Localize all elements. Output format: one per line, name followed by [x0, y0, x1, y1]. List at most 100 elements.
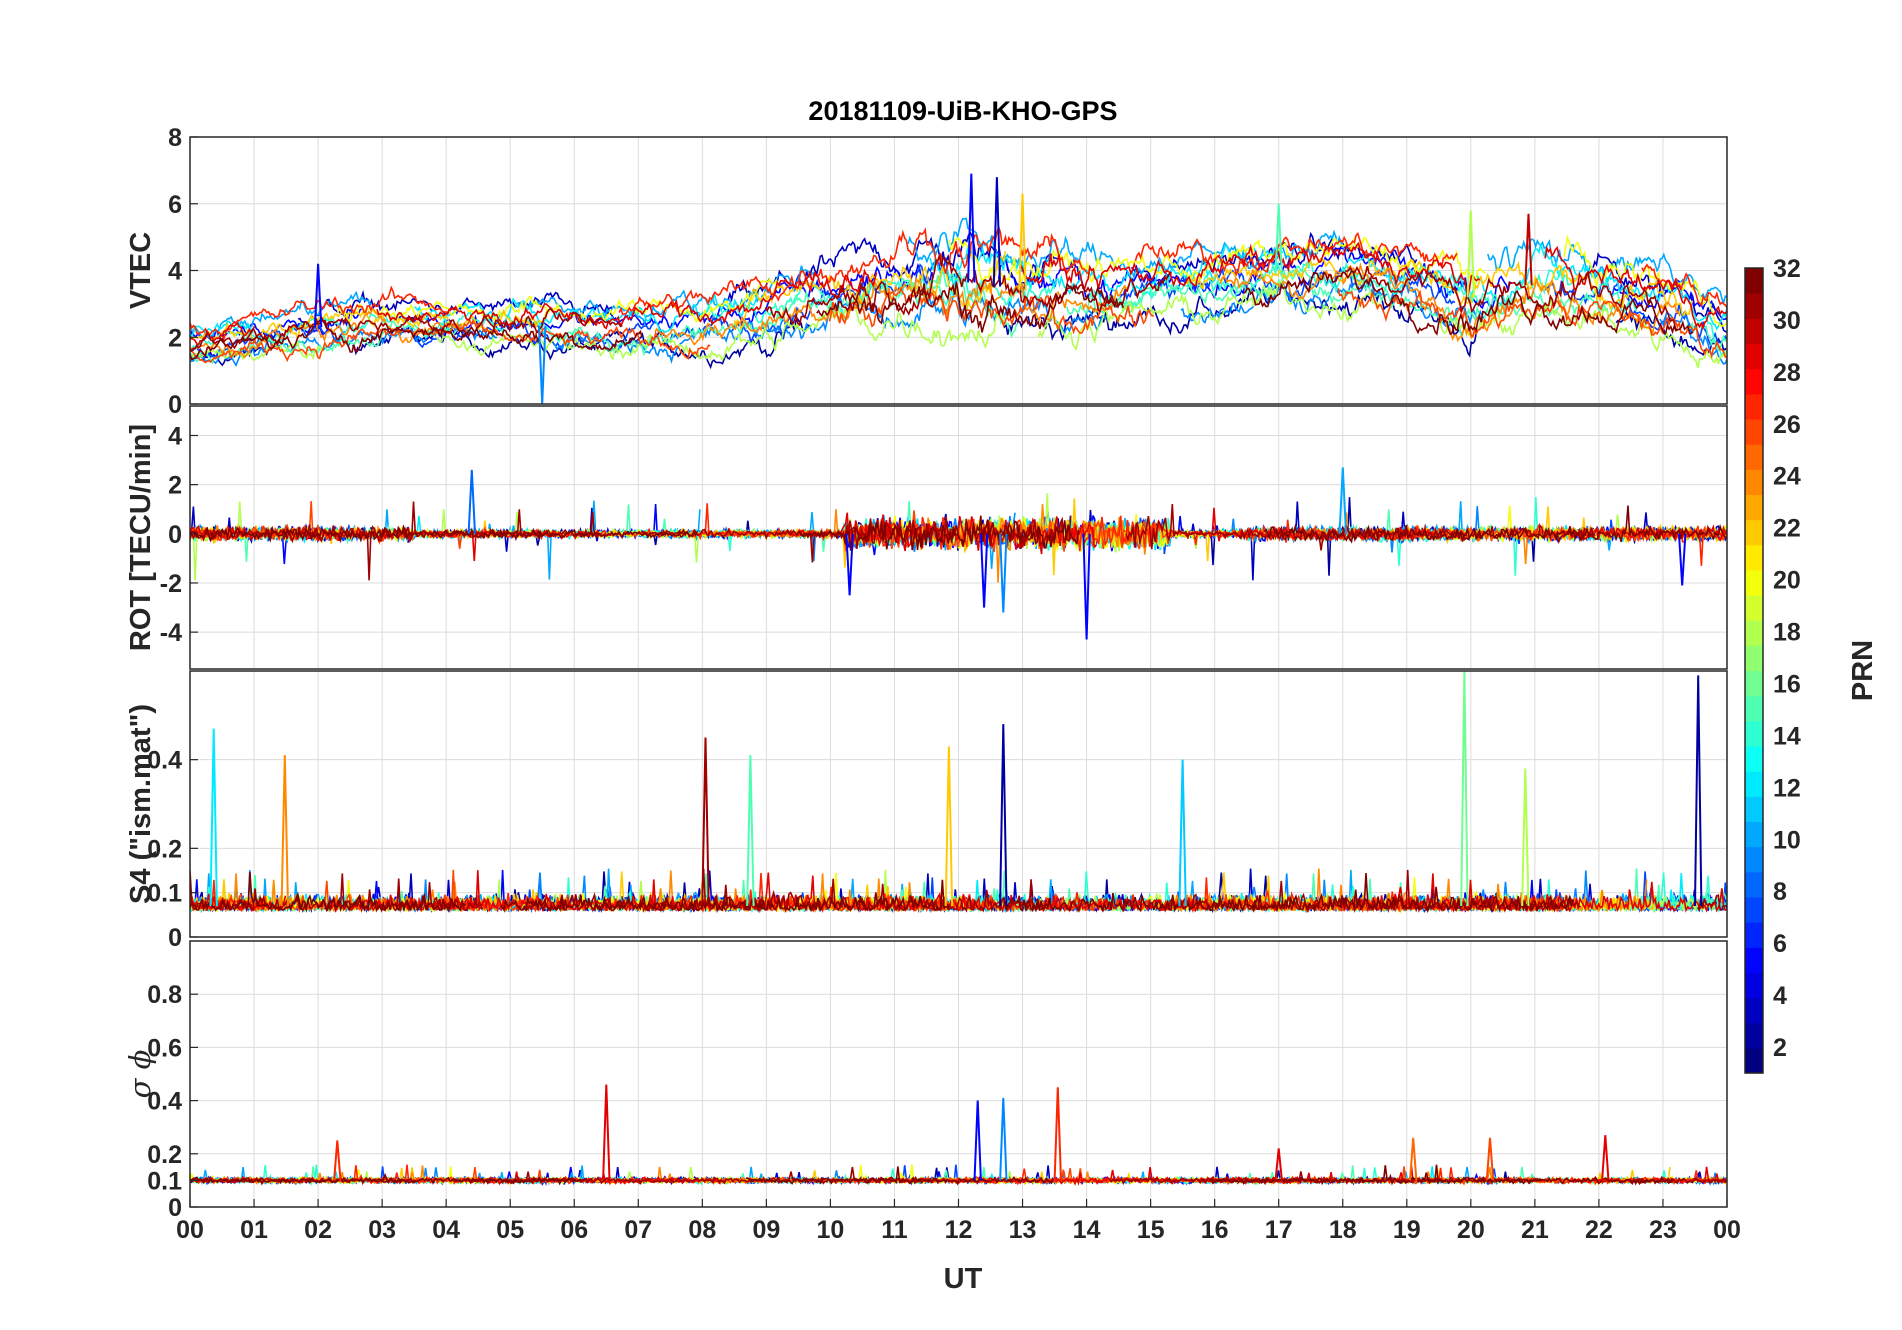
x-tick-label: 13: [1009, 1216, 1037, 1244]
spike-mark: [280, 755, 289, 907]
colorbar-tick-label: 18: [1773, 619, 1801, 647]
y-axis-label-s4: S4 ("ism.mat"): [125, 704, 157, 904]
x-tick-label: 03: [368, 1216, 396, 1244]
x-tick-label: 01: [240, 1216, 268, 1244]
y-tick-label: 4: [168, 422, 182, 450]
colorbar-swatch: [1745, 821, 1763, 848]
y-tick-label: 0.4: [147, 747, 182, 775]
colorbar-swatch: [1745, 418, 1763, 445]
series-line: [500, 879, 950, 914]
spike-mark: [1601, 1135, 1610, 1181]
spike-mark: [602, 1084, 611, 1181]
series-line: [1037, 280, 1381, 352]
series-line: [190, 290, 373, 340]
colorbar-tick-label: 30: [1773, 307, 1801, 335]
series-line: [413, 290, 760, 334]
x-tick-label: 19: [1393, 1216, 1421, 1244]
series-line: [351, 317, 812, 370]
y-tick-label: 0.6: [147, 1034, 182, 1062]
x-tick-label: 02: [304, 1216, 332, 1244]
spike-mark: [992, 177, 1002, 287]
colorbar-swatch: [1745, 444, 1763, 470]
x-axis: 00 01 02 03 04 05 06 07 08 09 10 11 12 13 14 15 16 17 18 19…: [176, 1199, 1741, 1244]
panel-vtec: 0 2 4 6 8 VTEC: [125, 124, 1728, 419]
x-tick-label: 12: [945, 1216, 973, 1244]
spike-mark: [1178, 759, 1187, 907]
series-line: [1563, 234, 1727, 327]
spike-mark: [1274, 203, 1283, 274]
colorbar-tick-label: 10: [1773, 826, 1801, 854]
spike-mark: [701, 737, 710, 907]
colorbar-tick-label: 6: [1773, 930, 1787, 958]
y-tick-label: 0.2: [147, 1141, 182, 1169]
x-tick-label: 23: [1649, 1216, 1677, 1244]
panel-sigma_phi: 00.10.2 0.4 0.6 0.8 σ ϕ: [123, 940, 1728, 1222]
y-tick-label: 0.1: [147, 880, 182, 908]
colorbar-swatch: [1745, 846, 1763, 873]
y-tick-label: 0.1: [147, 1167, 182, 1195]
series-line: [190, 307, 623, 353]
series-vtec: [190, 173, 1727, 404]
y-tick-label: 0: [168, 521, 182, 549]
series-line: [778, 512, 1097, 555]
chart-title: 20181109-UiB-KHO-GPS: [808, 96, 1117, 126]
panel-rot: -4 -2 0 2 4 ROT [TECU/min]: [125, 405, 1728, 670]
spike-mark: [467, 469, 476, 534]
colorbar-swatch: [1745, 318, 1763, 345]
colorbar-swatch: [1745, 569, 1763, 596]
spike-mark: [1466, 210, 1475, 298]
colorbar-tick-label: 14: [1773, 722, 1801, 750]
y-axis-label-sigma_phi: σ ϕ: [123, 1049, 157, 1098]
colorbar-swatch: [1745, 620, 1763, 646]
spike-mark: [999, 533, 1008, 613]
y-tick-label: 0: [168, 1194, 182, 1222]
spike-mark: [1274, 1148, 1283, 1181]
x-tick-label: 09: [752, 1216, 780, 1244]
series-rot: [190, 467, 1727, 640]
spike-mark: [1524, 213, 1533, 286]
spike-mark: [944, 746, 954, 907]
colorbar-swatch: [1745, 670, 1763, 697]
y-tick-label: -2: [160, 570, 182, 598]
series-line: [816, 281, 1125, 333]
x-tick-label: 17: [1265, 1216, 1293, 1244]
spike-mark: [333, 1140, 342, 1181]
series-line: [733, 251, 1007, 331]
colorbar-tick-label: 32: [1773, 255, 1801, 283]
x-tick-label: 11: [881, 1216, 908, 1244]
spike-mark: [209, 728, 218, 907]
axes-frame: [189, 670, 1728, 938]
y-tick-label: 6: [168, 191, 182, 219]
spike-mark: [1409, 1137, 1418, 1181]
y-tick-label: 2: [168, 324, 182, 352]
series-line: [376, 268, 878, 330]
series-line: [190, 318, 643, 361]
colorbar-swatch: [1745, 469, 1763, 496]
colorbar-swatch: [1745, 544, 1763, 571]
x-tick-label: 05: [496, 1216, 524, 1244]
colorbar-swatch: [1745, 745, 1763, 772]
colorbar-swatch: [1745, 393, 1763, 420]
series-line: [745, 1166, 1054, 1186]
x-axis-label: UT: [944, 1263, 983, 1295]
series-line: [190, 872, 466, 913]
y-axis-label-vtec: VTEC: [125, 232, 157, 309]
colorbar-swatch: [1745, 343, 1763, 370]
y-tick-label: 0.8: [147, 981, 182, 1009]
colorbar-tick-label: 2: [1773, 1034, 1787, 1062]
series-line: [297, 526, 607, 562]
x-tick-label: 00: [1713, 1216, 1741, 1244]
colorbar-frame: [1744, 267, 1764, 1074]
colorbar-swatch: [1745, 695, 1763, 722]
series-line: [618, 224, 1089, 316]
spike-mark: [538, 325, 547, 404]
series-line: [298, 289, 613, 326]
series-line: [190, 285, 457, 340]
spike-mark: [967, 173, 976, 283]
colorbar-swatch: [1745, 595, 1763, 621]
colorbar-tick-label: 20: [1773, 567, 1801, 595]
colorbar-swatch: [1745, 720, 1763, 747]
y-tick-label: 2: [168, 472, 182, 500]
x-tick-label: 16: [1201, 1216, 1229, 1244]
